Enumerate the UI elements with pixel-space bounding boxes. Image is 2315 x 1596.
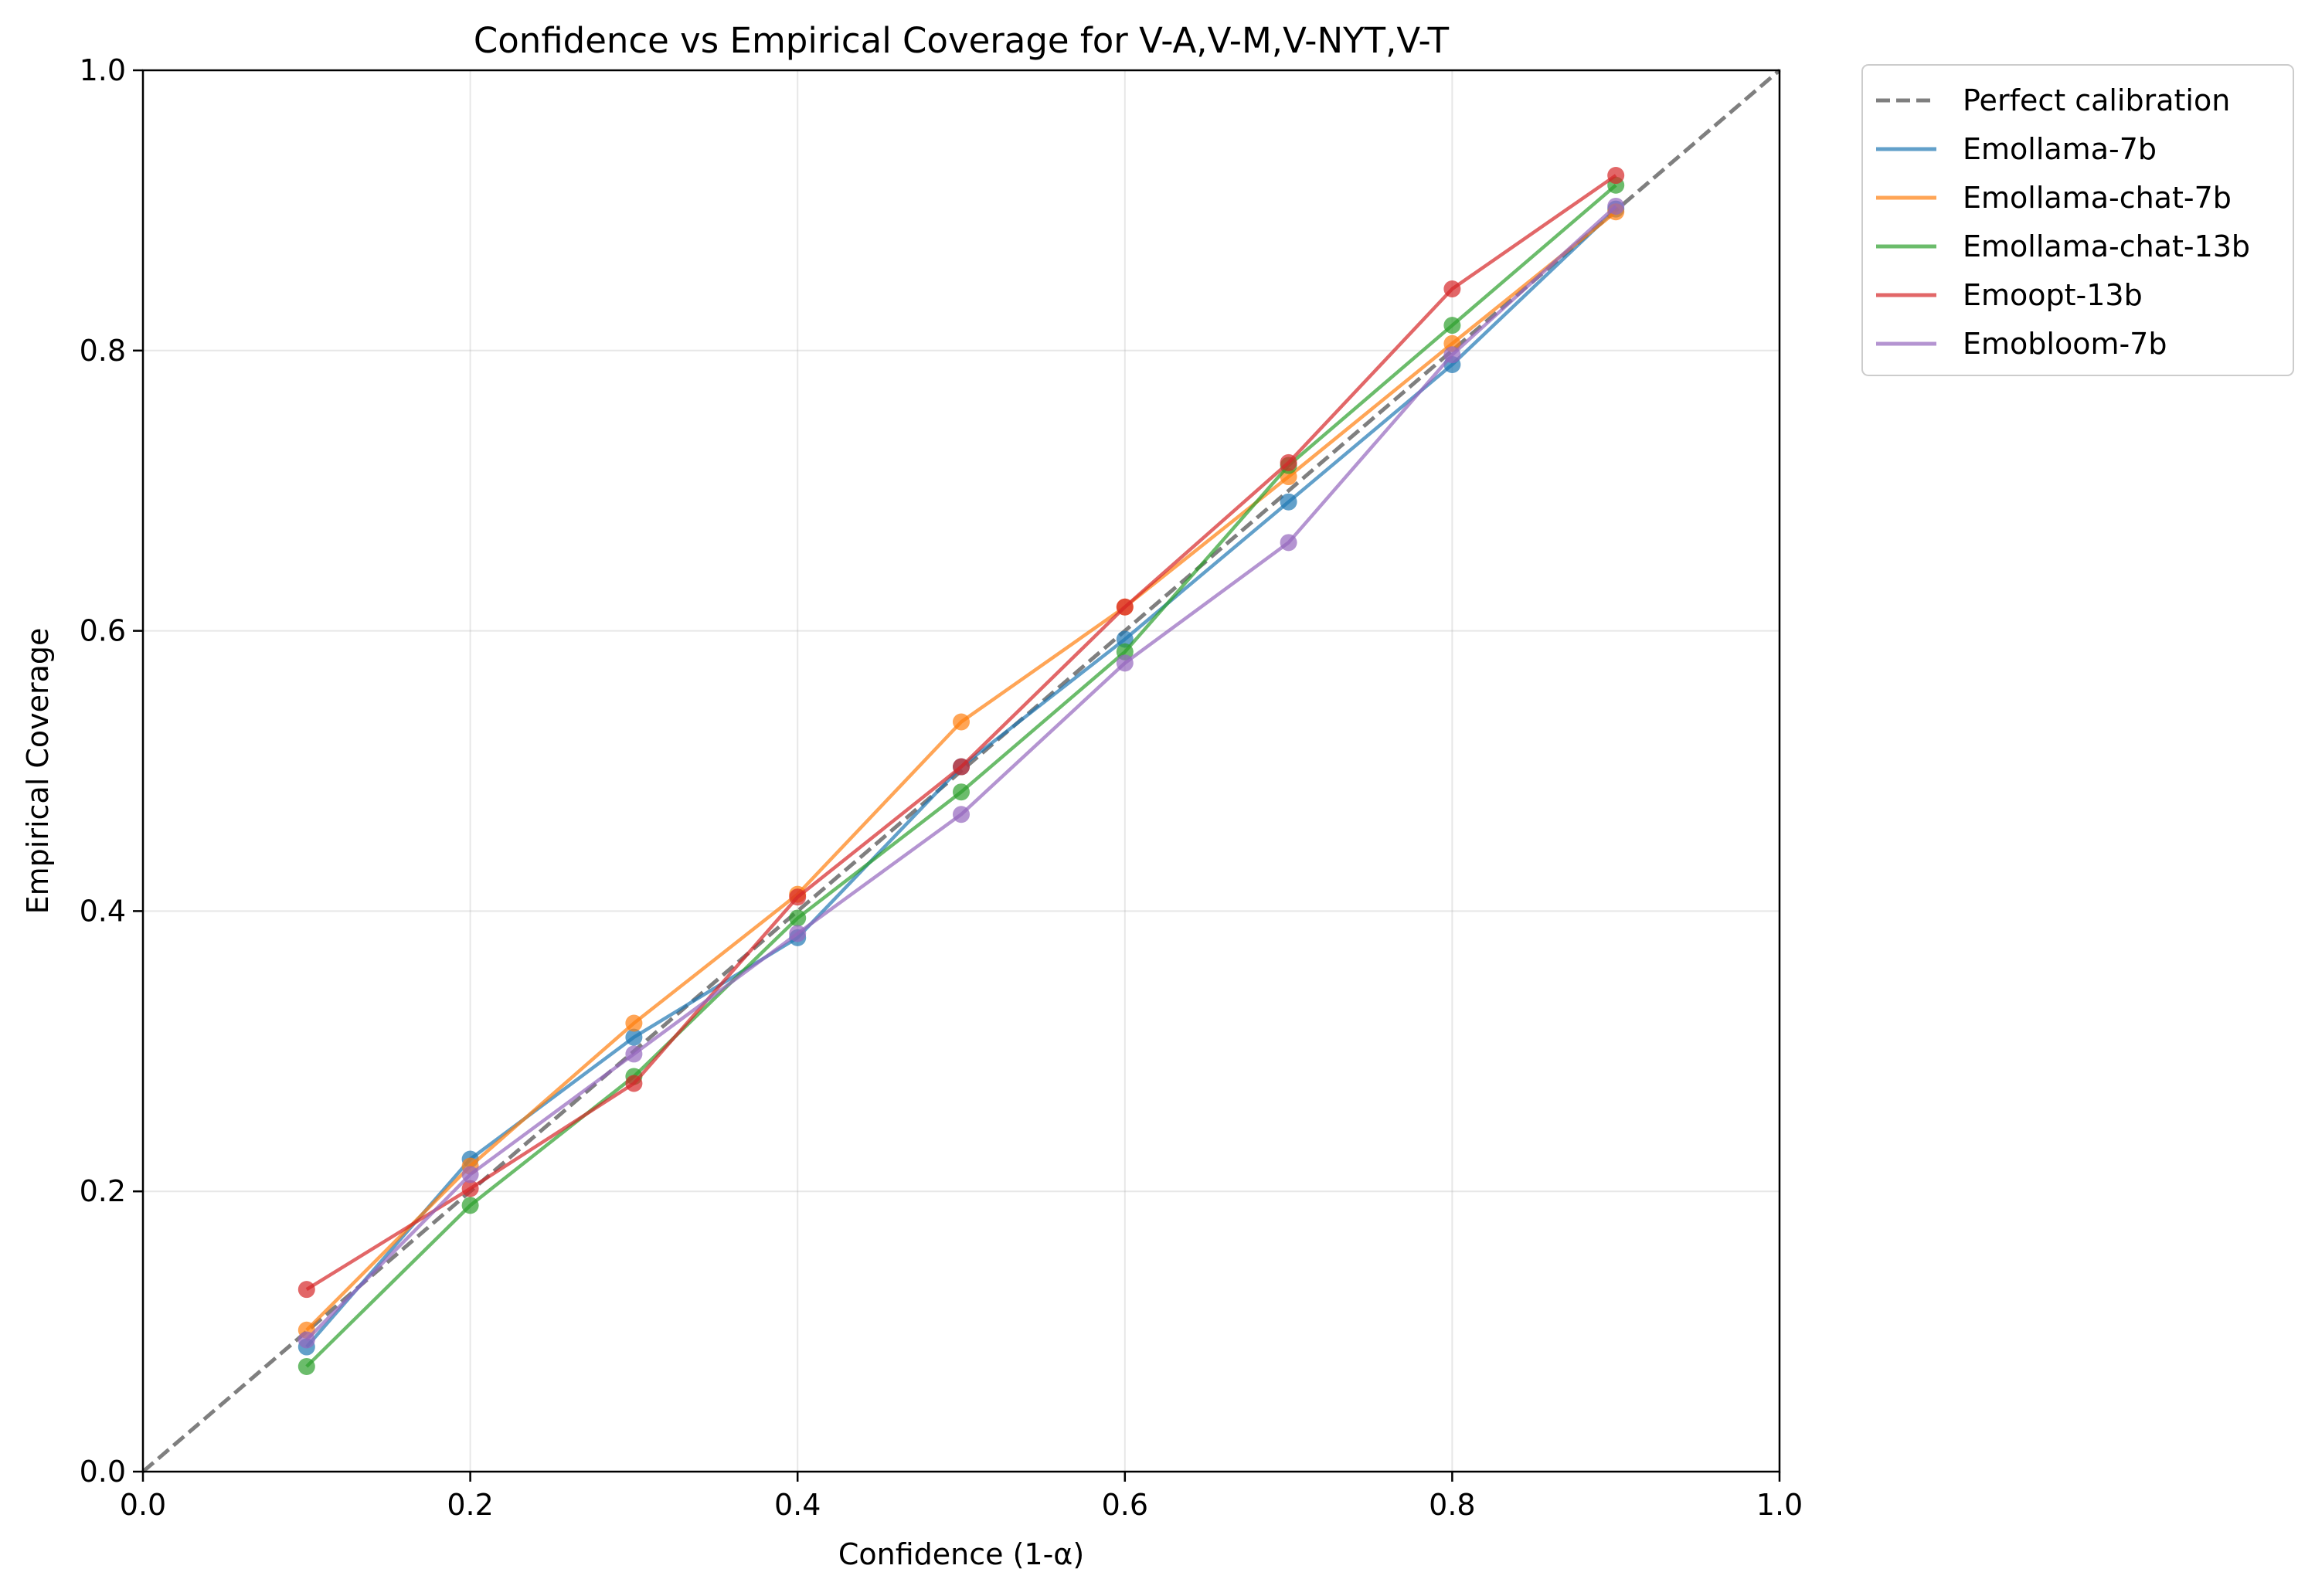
data-point-emoopt-13b [953, 758, 970, 776]
y-tick-label: 0.2 [80, 1174, 126, 1208]
legend-label: Perfect calibration [1963, 83, 2230, 117]
data-point-emobloom-7b [1443, 346, 1461, 364]
y-tick-label: 0.8 [80, 334, 126, 368]
legend-frame [1861, 64, 2294, 376]
data-point-emoopt-13b [789, 888, 807, 906]
x-tick-label: 1.0 [1756, 1488, 1803, 1522]
plot-frame [141, 69, 1781, 1473]
data-point-emobloom-7b [789, 925, 807, 942]
grid-lines [142, 70, 1780, 1472]
series-emobloom-7b [297, 197, 1625, 1349]
data-point-emobloom-7b [1607, 197, 1625, 215]
data-point-emobloom-7b [1280, 534, 1297, 552]
x-tick-label: 0.2 [447, 1488, 493, 1522]
data-point-emollama-chat-13b [953, 783, 970, 801]
data-point-emoopt-13b [1443, 280, 1461, 297]
data-point-emollama-chat-13b [461, 1197, 479, 1214]
data-point-emollama-chat-13b [297, 1357, 315, 1375]
data-point-emobloom-7b [461, 1166, 479, 1183]
legend-entry: Emollama-chat-7b [1876, 181, 2232, 215]
x-tick-label: 0.0 [120, 1488, 166, 1522]
y-tick-label: 0.4 [80, 894, 126, 928]
x-tick-label: 0.4 [774, 1488, 821, 1522]
legend-entry: Emobloom-7b [1876, 327, 2167, 361]
data-point-emollama-chat-13b [789, 909, 807, 927]
legend-entry: Emoopt-13b [1876, 278, 2143, 312]
data-point-emoopt-13b [625, 1075, 643, 1092]
data-point-emoopt-13b [1280, 453, 1297, 471]
series-layer [297, 167, 1625, 1375]
legend-entry: Emollama-chat-13b [1876, 229, 2250, 263]
series-emoopt-13b [297, 167, 1625, 1299]
data-point-emollama-chat-7b [953, 713, 970, 731]
y-axis-label: Empirical Coverage [21, 628, 55, 915]
x-tick-label: 0.6 [1102, 1488, 1148, 1522]
data-point-emobloom-7b [297, 1331, 315, 1349]
chart-title: Confidence vs Empirical Coverage for V-A… [474, 20, 1450, 61]
data-point-emoopt-13b [1116, 598, 1134, 616]
data-point-emollama-7b [1116, 630, 1134, 648]
data-point-emobloom-7b [953, 806, 970, 823]
data-point-emollama-chat-13b [1443, 317, 1461, 334]
data-point-emollama-7b [625, 1028, 643, 1046]
y-tick-label: 1.0 [80, 53, 126, 87]
data-point-emollama-7b [1280, 493, 1297, 511]
data-point-emoopt-13b [1607, 167, 1625, 185]
y-tick-label: 0.0 [80, 1455, 126, 1489]
data-point-emobloom-7b [1116, 654, 1134, 672]
x-axis-label: Confidence (1-α) [838, 1537, 1084, 1571]
data-point-emoopt-13b [297, 1281, 315, 1299]
x-tick-label: 0.8 [1429, 1488, 1475, 1522]
legend-label: Emoopt-13b [1963, 278, 2143, 312]
legend-label: Emollama-7b [1963, 132, 2157, 166]
legend-label: Emollama-chat-13b [1963, 229, 2250, 263]
data-point-emollama-chat-7b [625, 1014, 643, 1032]
legend: Perfect calibration Emollama-7b Emollama-c… [1861, 64, 2294, 376]
data-point-emoopt-13b [461, 1180, 479, 1197]
legend-label: Emollama-chat-7b [1963, 181, 2232, 215]
legend-entry: Perfect calibration [1876, 83, 2230, 117]
data-point-emobloom-7b [625, 1045, 643, 1063]
legend-entry: Emollama-7b [1876, 132, 2157, 166]
legend-label: Emobloom-7b [1963, 327, 2167, 361]
axis-ticks: 0.0 0.2 0.4 0.6 0.8 1.0 0.0 0.2 0.4 0.6 0.8 1.0 [80, 53, 1803, 1522]
y-tick-label: 0.6 [80, 614, 126, 648]
